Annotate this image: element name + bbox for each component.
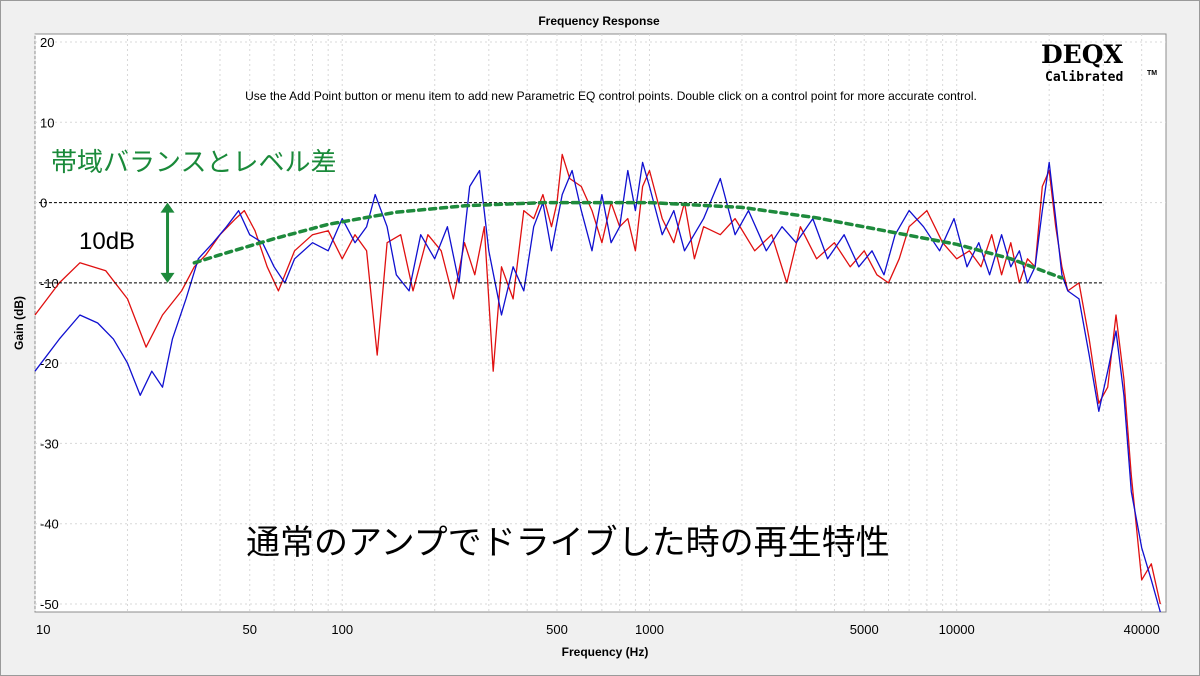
x-tick-label: 5000 <box>850 622 879 637</box>
x-tick-label: 100 <box>331 622 353 637</box>
logo-brand: DEQX <box>1041 40 1124 69</box>
annotation-overlay <box>38 200 1104 284</box>
y-tick-label: -20 <box>40 356 59 371</box>
deqx-logo: DEQX Calibrated TM <box>1041 40 1157 85</box>
x-tick-label: 10 <box>36 622 50 637</box>
grid <box>34 34 1166 612</box>
logo-sub: Calibrated <box>1045 70 1123 85</box>
x-tick-label: 500 <box>546 622 568 637</box>
x-tick-label: 10000 <box>939 622 975 637</box>
y-axis-label: Gain (dB) <box>12 296 26 350</box>
x-tick-label: 1000 <box>635 622 664 637</box>
logo-tm: TM <box>1147 70 1157 77</box>
instruction-text: Use the Add Point button or menu item to… <box>245 89 977 103</box>
y-tick-label: -50 <box>40 597 59 612</box>
x-tick-labels: 10 50 100 500 1000 5000 10000 40000 <box>36 622 1160 637</box>
y-tick-label: 20 <box>40 35 54 50</box>
level-difference-label: 10dB <box>79 228 135 255</box>
y-tick-label: 10 <box>40 115 54 130</box>
x-axis-label: Frequency (Hz) <box>562 645 649 659</box>
level-arrow-head-down <box>160 272 175 283</box>
series-red-line <box>34 153 1161 605</box>
y-tick-label: -40 <box>40 517 59 532</box>
plot-area <box>34 33 1167 613</box>
balance-label: 帯域バランスとレベル差 <box>51 148 336 178</box>
y-tick-label: -30 <box>40 436 59 451</box>
level-arrow-head-up <box>160 202 175 213</box>
y-tick-label: 0 <box>40 196 47 211</box>
balance-curve <box>192 200 1064 280</box>
x-tick-label: 50 <box>243 622 257 637</box>
caption: 通常のアンプでドライブした時の再生特性 <box>246 523 890 563</box>
chart-title: Frequency Response <box>538 14 660 28</box>
x-tick-label: 40000 <box>1124 622 1160 637</box>
